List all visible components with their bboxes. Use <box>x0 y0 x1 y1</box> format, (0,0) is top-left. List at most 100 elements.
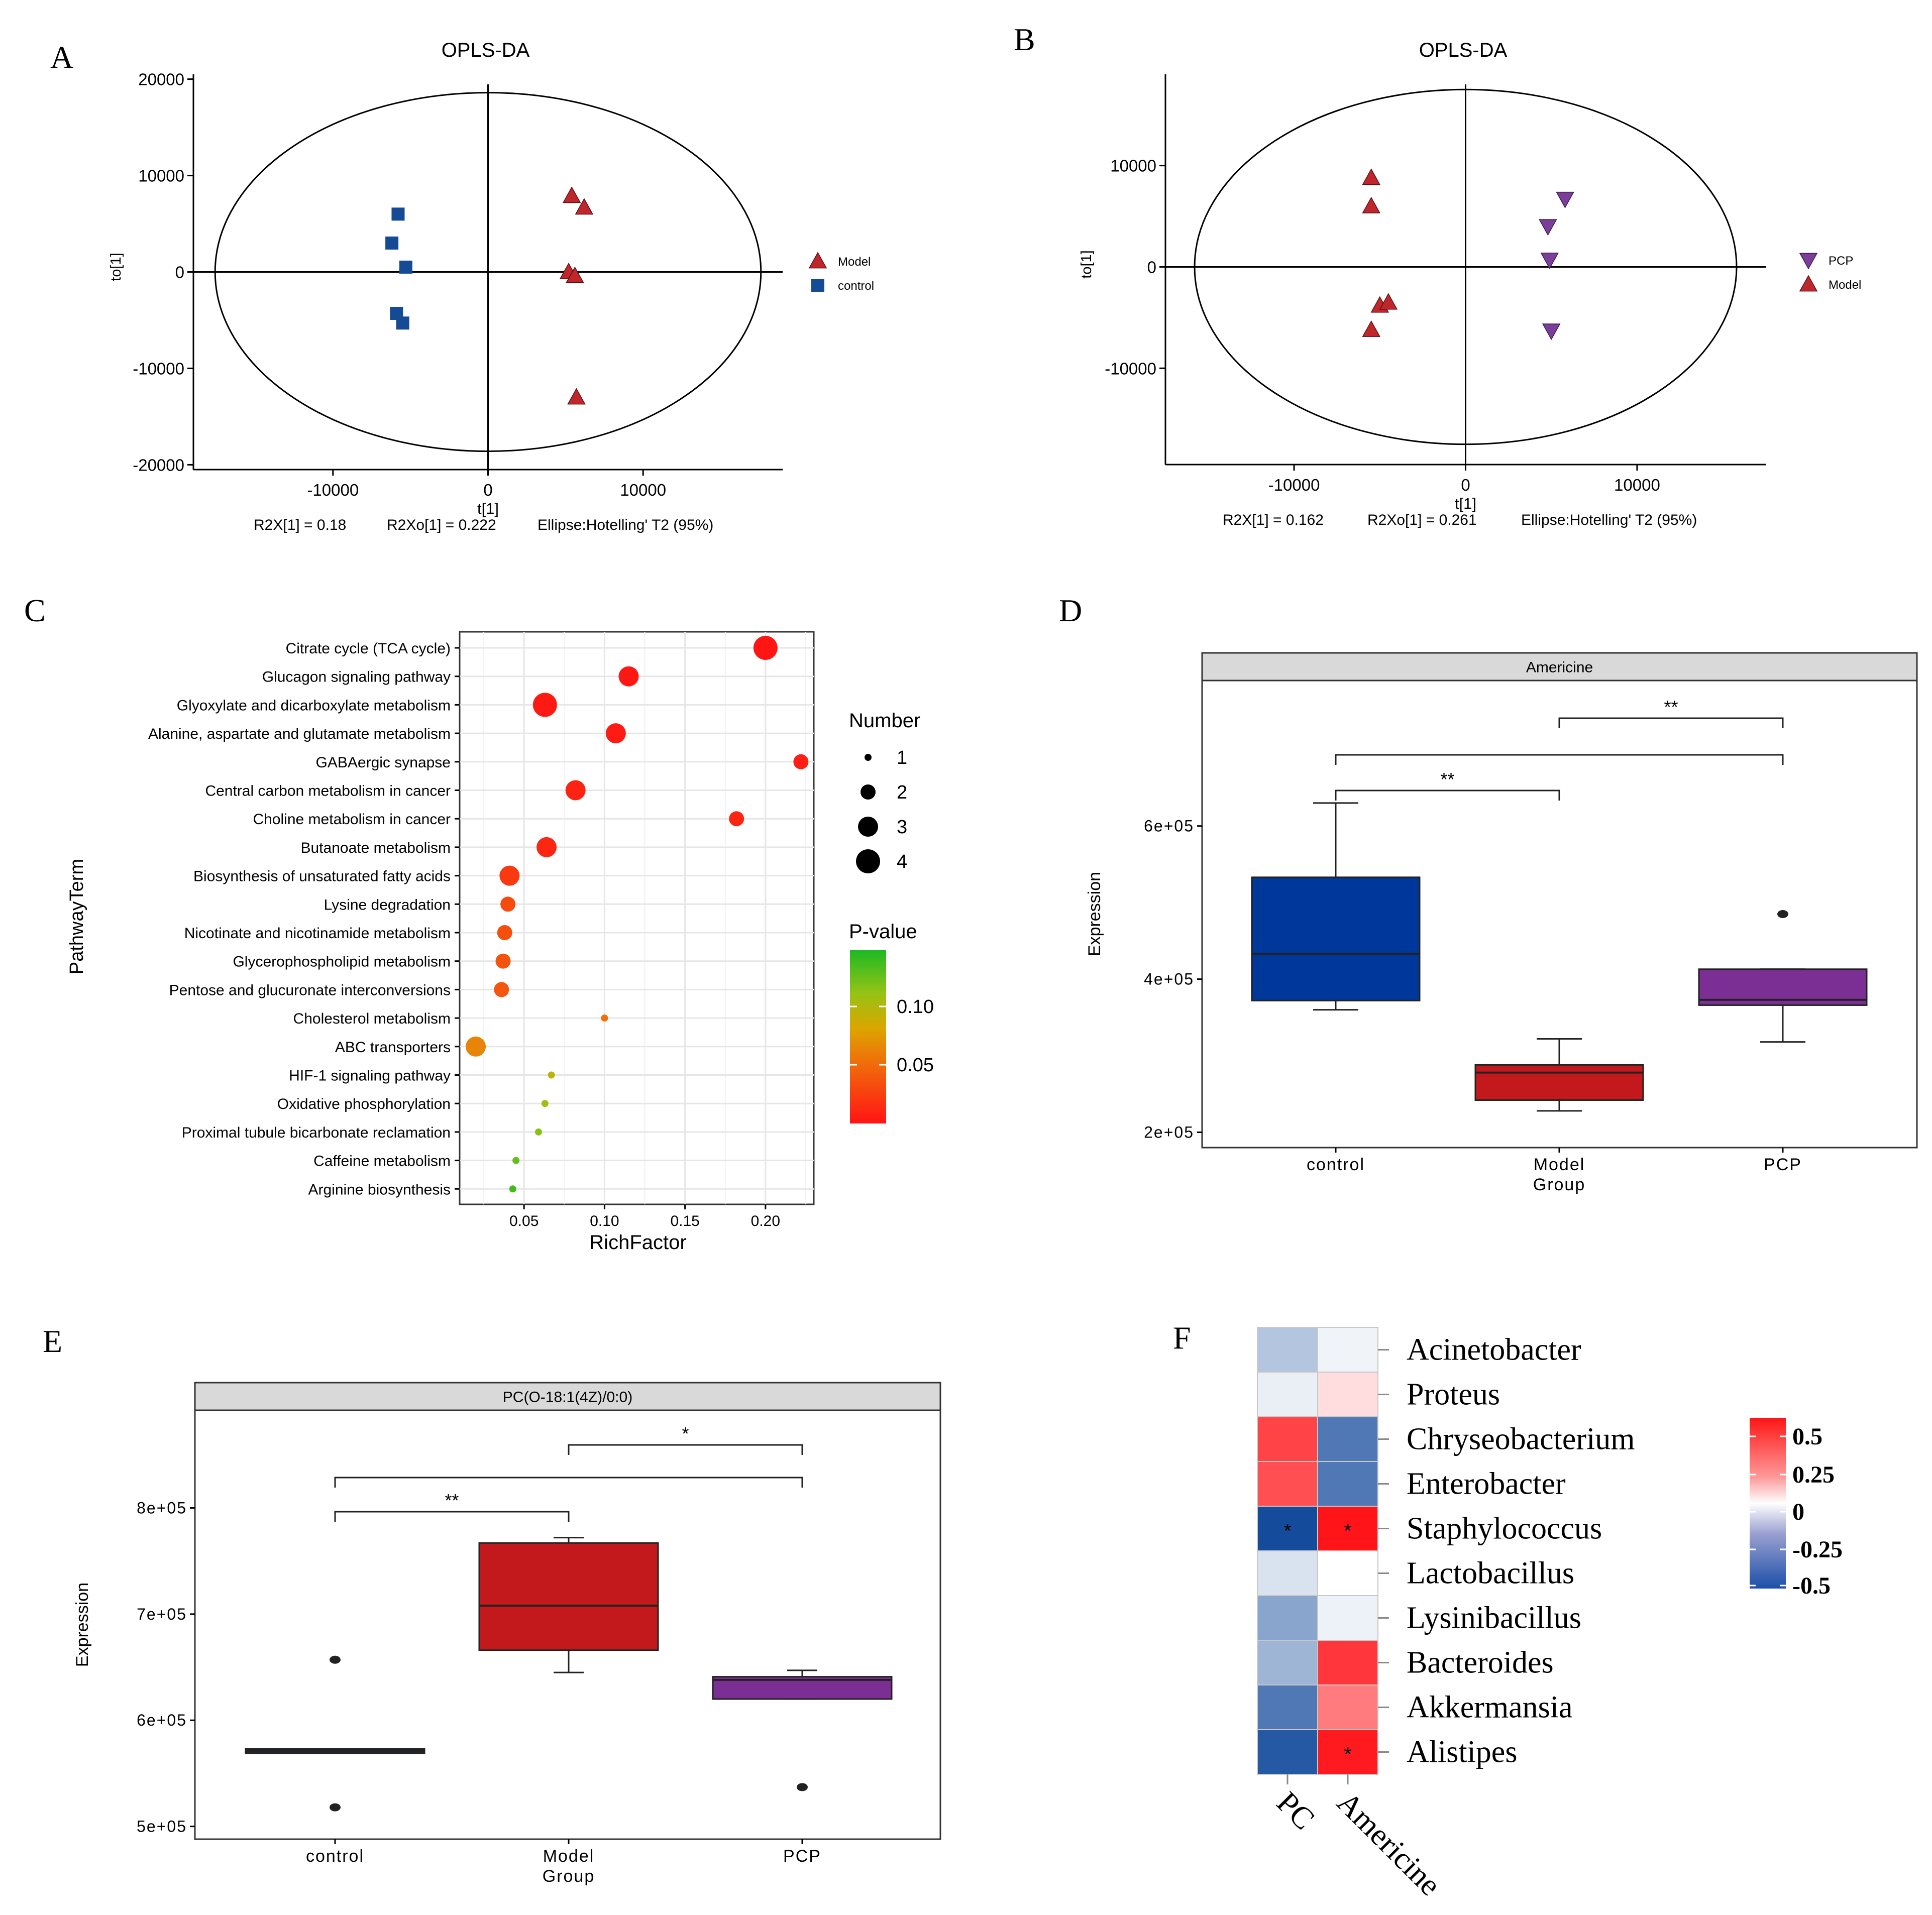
pathway-label: HIF-1 signaling pathway <box>289 1068 451 1084</box>
row-label: Enterobacter <box>1407 1467 1566 1501</box>
data-point-pcp <box>1540 252 1559 269</box>
pathway-label: Alanine, aspartate and glutamate metabol… <box>148 726 451 742</box>
pathway-bubble <box>500 896 516 912</box>
facet-title: PC(O-18:1(4Z)/0:0) <box>503 1389 632 1406</box>
heatmap-cell <box>1257 1461 1318 1507</box>
y-tick-label: 6e+05 <box>137 1711 187 1729</box>
outlier-point <box>1777 910 1788 918</box>
pathway-bubble <box>753 636 778 660</box>
heatmap-cell <box>1317 1372 1378 1417</box>
americine-boxplot: Americine 2e+05 4e+05 6e+05 control Model PCP G… <box>1085 652 1918 1194</box>
pathway-bubble <box>499 865 520 886</box>
heatmap-cell <box>1257 1729 1318 1775</box>
hotelling-ellipse <box>214 91 762 453</box>
legend-size-key <box>858 817 878 837</box>
data-point-control <box>385 236 399 250</box>
colorbar-label: -0.25 <box>1792 1536 1843 1563</box>
y-tick-label: 10000 <box>1110 157 1156 175</box>
legend-size-label: 2 <box>897 782 907 803</box>
colorbar-label: -0.5 <box>1792 1572 1831 1599</box>
y-tick-label: -20000 <box>133 456 184 474</box>
x-tick-label: -10000 <box>1268 476 1320 494</box>
y-tick-label: 2e+05 <box>1144 1123 1194 1142</box>
pathway-label: Proximal tubule bicarbonate reclamation <box>182 1124 451 1141</box>
pathway-label: Butanoate metabolism <box>300 840 451 856</box>
heatmap-cell <box>1257 1595 1318 1641</box>
data-point-model <box>562 186 581 203</box>
outlier-point <box>330 1655 341 1664</box>
heatmap-cell <box>1257 1684 1318 1730</box>
data-point-model <box>1362 196 1380 213</box>
y-tick-label: 8e+05 <box>137 1499 187 1517</box>
pathway-bubble <box>509 1185 516 1193</box>
significance-bracket <box>1558 717 1784 728</box>
pc-lipid-boxplot: PC(O-18:1(4Z)/0:0) 5e+05 6e+05 7e+05 8e+05 co… <box>73 1382 941 1886</box>
pathway-bubble <box>618 666 639 687</box>
row-label: Chryseobacterium <box>1407 1422 1635 1456</box>
data-point-control <box>391 207 405 221</box>
pvalue-colorbar <box>850 950 886 1123</box>
x-tick-label: 0.15 <box>670 1213 699 1229</box>
heatmap-cell <box>1257 1327 1318 1373</box>
heatmap-cell <box>1317 1506 1378 1551</box>
colorbar-label: 0.5 <box>1792 1423 1822 1450</box>
legend-size-label: 1 <box>897 747 907 768</box>
y-axis-label: to[1] <box>1079 250 1095 278</box>
panel-letter-a: A <box>50 39 73 75</box>
row-label: Alistipes <box>1407 1735 1517 1769</box>
y-tick-label: 0 <box>1147 258 1156 276</box>
data-point-model <box>1362 168 1380 185</box>
footer-stat: R2Xo[1] = 0.222 <box>387 517 496 533</box>
x-tick-label: control <box>306 1847 364 1866</box>
x-tick-label: 10000 <box>620 481 666 499</box>
facet-title: Americine <box>1526 659 1593 676</box>
y-tick-label: 4e+05 <box>1144 970 1194 988</box>
x-tick-label: 10000 <box>1614 476 1660 494</box>
footer-stat: R2X[1] = 0.18 <box>254 517 346 533</box>
pathway-label: Caffeine metabolism <box>313 1153 451 1170</box>
significance-star: * <box>1344 1520 1352 1542</box>
legend-key-pcp <box>1799 253 1818 270</box>
pathway-label: Lysine degradation <box>324 896 451 913</box>
facet-strip <box>194 1382 941 1411</box>
heatmap-cell <box>1257 1416 1318 1462</box>
significance-bracket <box>334 1477 803 1488</box>
panel-letter-d: D <box>1059 593 1082 628</box>
data-point-pcp <box>1556 191 1574 208</box>
significance-stars: * <box>682 1423 689 1444</box>
y-tick-label: 7e+05 <box>137 1605 187 1623</box>
pathway-bubble <box>532 693 557 717</box>
heatmap-cell <box>1257 1372 1318 1417</box>
heatmap-cell <box>1317 1327 1378 1373</box>
pathway-bubble <box>535 1128 543 1136</box>
column-label: PC <box>1270 1785 1321 1837</box>
data-point-pcp <box>1542 323 1561 341</box>
x-tick-label: Model <box>543 1847 595 1866</box>
significance-bracket <box>1335 790 1560 801</box>
row-label: Proteus <box>1407 1378 1500 1412</box>
y-tick-label: -10000 <box>1105 359 1156 378</box>
box-control <box>1251 876 1421 1001</box>
pathway-bubble <box>466 1036 486 1057</box>
significance-bracket <box>1335 754 1784 765</box>
significance-star: * <box>1344 1744 1352 1766</box>
correlation-heatmap: Acinetobacter Proteus Chryseobacterium Ente… <box>1257 1327 1843 1902</box>
pathway-label: Glucagon signaling pathway <box>262 669 451 686</box>
significance-stars: ** <box>1664 697 1678 717</box>
pathway-label: GABAergic synapse <box>316 754 451 771</box>
y-tick-label: 10000 <box>138 167 184 185</box>
x-axis-label: RichFactor <box>589 1231 686 1254</box>
panel-letter-e: E <box>43 1323 62 1359</box>
data-point-model <box>567 388 586 405</box>
significance-star: * <box>1283 1520 1292 1542</box>
pathway-bubble <box>495 953 511 969</box>
legend-label: Model <box>1829 278 1861 292</box>
data-point-model <box>1362 320 1380 337</box>
footer-stat: Ellipse:Hotelling' T2 (95%) <box>1521 512 1697 528</box>
y-axis-label: Expression <box>1085 872 1104 956</box>
pathway-label: Cholesterol metabolism <box>293 1010 451 1027</box>
pathway-bubble <box>536 837 557 857</box>
pathway-label: Arginine biosynthesis <box>308 1181 451 1198</box>
box-model <box>478 1542 659 1651</box>
outlier-point <box>330 1803 341 1812</box>
